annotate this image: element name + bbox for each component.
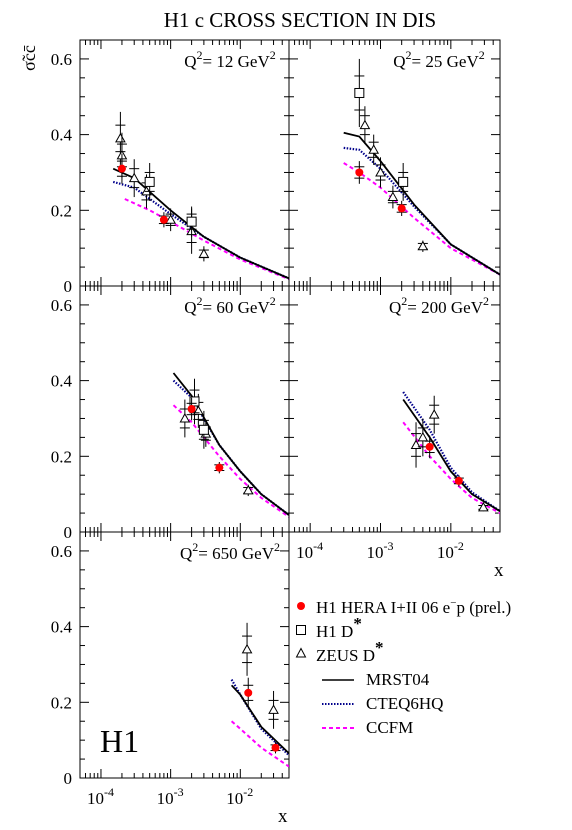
x-tick-label: 10-4 bbox=[296, 539, 323, 562]
h1-dstar-point bbox=[186, 216, 197, 227]
legend-label-h1-hera: H1 HERA I+II 06 e−p (prel.) bbox=[316, 597, 511, 617]
h1-hera-point bbox=[244, 688, 253, 697]
h1-hera-point bbox=[355, 168, 364, 177]
h1-logo: H1 bbox=[100, 723, 139, 759]
h1-hera-point bbox=[117, 164, 126, 173]
y-tick-label: 0.6 bbox=[51, 296, 72, 315]
panel-label: Q2= 60 GeV2 bbox=[184, 294, 275, 317]
y-axis-label: σ̃cc̄ bbox=[19, 45, 39, 71]
legend-label-cteq: CTEQ6HQ bbox=[366, 694, 443, 713]
zeus-dstar-point bbox=[242, 484, 254, 495]
legend-marker-zeus-dstar bbox=[295, 647, 307, 658]
curve-cteq bbox=[402, 391, 500, 513]
h1-dstar-point bbox=[144, 176, 155, 187]
curve-mrst bbox=[343, 131, 500, 276]
y-tick-label: 0 bbox=[64, 277, 73, 296]
panel-label: Q2= 200 GeV2 bbox=[389, 294, 489, 317]
panel-frame bbox=[79, 531, 290, 779]
y-tick-label: 0.2 bbox=[51, 693, 72, 712]
panel-4: 10-4 10-3 10-2 Q2= 200 GeV2 bbox=[288, 285, 501, 562]
zeus-dstar-point bbox=[165, 214, 176, 224]
panel-3: 0 0.2 0.4 0.6 Q2= 60 GeV2 bbox=[51, 285, 290, 542]
legend-label-ccfm: CCFM bbox=[366, 718, 413, 737]
panel-1: 0 0.2 0.4 0.6 Q2= 12 GeV2 bbox=[51, 39, 290, 296]
curve-mrst bbox=[402, 398, 500, 512]
x-tick-label: 10-2 bbox=[226, 785, 253, 808]
legend: H1 HERA I+II 06 e−p (prel.) H1 D* ZEUS D… bbox=[295, 597, 511, 737]
y-tick-label: 0.4 bbox=[51, 372, 73, 391]
h1-hera-point bbox=[397, 204, 406, 213]
y-tick-label: 0.2 bbox=[51, 201, 72, 220]
zeus-dstar-point bbox=[179, 412, 191, 423]
zeus-dstar-point bbox=[128, 172, 140, 183]
zeus-dstar-point bbox=[478, 501, 489, 512]
zeus-dstar-point bbox=[268, 704, 279, 714]
zeus-dstar-point bbox=[375, 166, 386, 177]
h1-dstar-point bbox=[189, 396, 200, 407]
panel-frame bbox=[288, 39, 501, 287]
x-tick-label: 10-4 bbox=[87, 785, 114, 808]
zeus-dstar-point bbox=[241, 643, 253, 654]
h1-hera-point bbox=[271, 743, 280, 752]
h1-dstar-point bbox=[354, 87, 365, 98]
panels-group: 00.20.40.6 Q2= 12 GeV2 Q2= 25 GeV200.20.40… bbox=[51, 39, 501, 808]
zeus-dstar-point bbox=[387, 191, 399, 202]
y-tick-label: 0 bbox=[64, 769, 73, 788]
panel-5: 0 0.2 0.4 0.6 10-4 10-3 10-2 Q2= 650 GeV2 bbox=[51, 531, 290, 808]
legend-label-zeus-dstar: ZEUS D* bbox=[316, 638, 384, 665]
zeus-dstar-point bbox=[428, 409, 440, 419]
panel-frame bbox=[288, 285, 501, 533]
zeus-dstar-point bbox=[359, 119, 371, 130]
x-tick-label: 10-3 bbox=[367, 539, 394, 562]
panel-frame bbox=[79, 39, 290, 287]
y-tick-label: 0.4 bbox=[51, 126, 73, 145]
h1-dstar-point bbox=[398, 176, 409, 187]
curve-mrst bbox=[172, 372, 289, 516]
curve-ccfm bbox=[230, 720, 289, 768]
zeus-dstar-point bbox=[198, 248, 210, 258]
y-tick-label: 0.6 bbox=[51, 50, 72, 69]
x-axis-label-bottom: x bbox=[278, 806, 288, 827]
x-tick-label: 10-3 bbox=[157, 785, 184, 808]
panel-label: Q2= 12 GeV2 bbox=[184, 48, 275, 71]
curve-ccfm bbox=[402, 421, 500, 514]
y-tick-label: 0.6 bbox=[51, 542, 72, 561]
zeus-dstar-point bbox=[115, 132, 126, 143]
h1-hera-point bbox=[215, 463, 224, 472]
y-tick-label: 0.4 bbox=[51, 618, 73, 637]
panel-2: Q2= 25 GeV2 bbox=[288, 39, 501, 287]
h1-hera-point bbox=[159, 215, 168, 224]
zeus-dstar-point bbox=[417, 240, 429, 251]
h1-hera-point bbox=[187, 405, 196, 413]
panel-label: Q2= 25 GeV2 bbox=[393, 48, 484, 71]
h1-dstar-point bbox=[198, 424, 209, 435]
zeus-dstar-point bbox=[417, 431, 429, 442]
curve-ccfm bbox=[343, 162, 500, 276]
x-axis-label-right: x bbox=[494, 560, 504, 581]
curve-ccfm bbox=[172, 404, 289, 518]
curve-mrst bbox=[112, 167, 289, 280]
curve-cteq bbox=[112, 180, 289, 280]
legend-marker-h1-dstar bbox=[296, 625, 306, 635]
chart-title: H1 c CROSS SECTION IN DIS bbox=[164, 8, 436, 32]
x-tick-label: 10-2 bbox=[437, 539, 464, 562]
curve-ccfm bbox=[124, 198, 289, 281]
legend-label-mrst: MRST04 bbox=[366, 670, 430, 689]
curve-mrst bbox=[230, 684, 289, 755]
y-tick-label: 0 bbox=[64, 523, 73, 542]
y-tick-label: 0.2 bbox=[51, 447, 72, 466]
panel-label: Q2= 650 GeV2 bbox=[180, 540, 280, 563]
legend-marker-h1-hera bbox=[297, 602, 305, 610]
h1-hera-point bbox=[454, 476, 463, 485]
curve-cteq bbox=[343, 146, 500, 276]
legend-label-h1-dstar: H1 D* bbox=[316, 614, 362, 641]
h1-hera-point bbox=[425, 442, 434, 451]
zeus-dstar-point bbox=[368, 144, 380, 154]
